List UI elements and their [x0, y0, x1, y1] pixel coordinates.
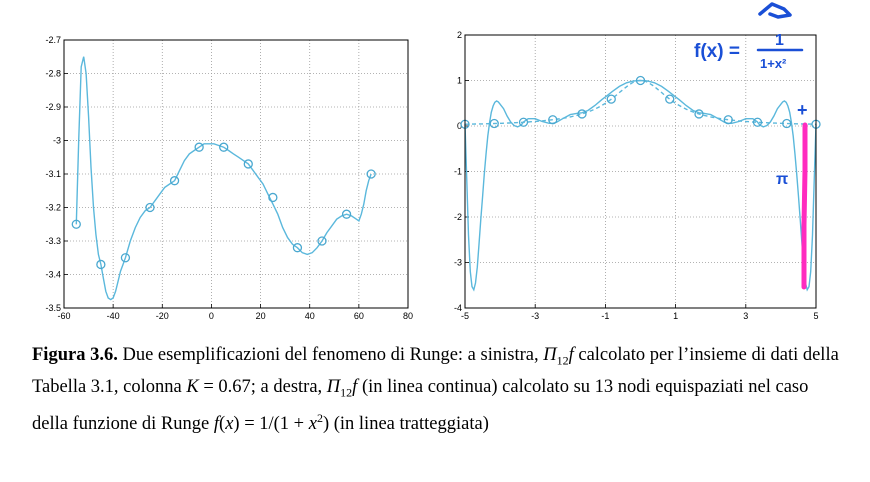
right-node-marker: [577, 109, 587, 119]
caption-x-1: x: [225, 414, 234, 435]
left-node-marker: [145, 202, 155, 213]
pi-mark: π: [776, 171, 788, 188]
right-x-tick-label: -1: [601, 311, 609, 321]
right-y-tick-label: 2: [457, 30, 462, 40]
left-interpolant-line: [75, 56, 372, 301]
left-y-tick-label: -3.5: [45, 303, 61, 313]
left-x-tick-label: -20: [156, 311, 169, 321]
right-x-tick-label: 5: [813, 311, 818, 321]
equation-lhs: f(x) =: [694, 41, 740, 62]
caption-f-1: f: [568, 345, 574, 365]
left-node-marker: [96, 259, 106, 270]
left-y-tick-label: -3.1: [45, 169, 61, 179]
equation-numerator: 1: [775, 32, 784, 49]
left-y-tick-label: -3: [53, 136, 61, 146]
right-runge-function-line: [464, 79, 817, 125]
left-axes-frame: [63, 39, 409, 309]
left-y-tick-label: -2.9: [45, 102, 61, 112]
caption-sub-1: 12: [556, 353, 569, 368]
caption-sub-2: 12: [340, 385, 353, 400]
right-y-tick-label: -1: [454, 167, 462, 177]
left-node-marker: [194, 142, 204, 152]
right-x-tick-label: -3: [531, 311, 539, 321]
figure-caption: Figura 3.6. Due esemplificazioni del fen…: [32, 342, 840, 438]
caption-k: K: [186, 376, 199, 397]
right-node-marker: [694, 109, 704, 119]
right-node-marker: [606, 94, 616, 104]
equation-denominator: 1+x²: [760, 56, 787, 71]
right-node-marker: [548, 115, 558, 125]
caption-text-2: calcolato per l’insieme di dati della Ta…: [32, 345, 839, 397]
right-x-tick-label: 1: [673, 311, 678, 321]
caption-exponent: 2: [316, 411, 323, 426]
right-interpolant-line: [464, 79, 817, 292]
left-node-marker: [341, 209, 352, 219]
caption-f-3: f: [213, 414, 220, 435]
caption-text-5: (: [219, 414, 226, 435]
handwritten-annotations: f(x) = 1 1+x² + π: [694, 2, 808, 290]
right-y-tick-label: -2: [454, 212, 462, 222]
left-node-marker: [71, 219, 81, 229]
right-y-tick-label: -3: [454, 258, 462, 268]
right-node-marker: [723, 115, 733, 125]
left-y-tick-label: -3.4: [45, 270, 61, 280]
left-node-marker: [169, 176, 180, 186]
caption-pi-1: Π: [543, 345, 557, 365]
right-x-tick-label: -5: [461, 311, 469, 321]
left-x-tick-label: 80: [403, 311, 413, 321]
right-node-marker: [518, 117, 529, 127]
left-node-marker: [366, 169, 376, 179]
right-axes-frame: [464, 34, 817, 309]
magenta-highlight: [801, 122, 808, 290]
plus-mark: +: [797, 100, 808, 120]
left-chart: -60 -40 -20 0 20 40 60 80 -2.7 -2.8 -2.9 -3 -3.1 -3.2…: [45, 35, 413, 321]
right-x-tick-label: 3: [743, 311, 748, 321]
left-x-tick-label: 0: [209, 311, 214, 321]
left-node-marker: [243, 159, 253, 169]
caption-text-4: (in linea continua) calcolato su 13 nodi…: [32, 376, 809, 435]
caption-f-2: f: [352, 376, 358, 397]
left-y-tick-label: -3.3: [45, 236, 61, 246]
right-node-marker: [752, 117, 763, 127]
left-x-tick-label: 20: [256, 311, 266, 321]
left-x-tick-label: -40: [107, 311, 120, 321]
left-node-marker: [268, 192, 278, 203]
left-node-marker: [292, 243, 303, 253]
left-x-tick-label: 40: [305, 311, 315, 321]
caption-x-2: x: [308, 414, 317, 435]
right-y-tick-label: 1: [457, 76, 462, 86]
caption-text-3: = 0.67; a destra,: [198, 376, 327, 397]
right-node-marker: [489, 118, 499, 129]
caption-pi-2: Π: [326, 376, 341, 397]
caption-label: Figura 3.6.: [32, 345, 118, 365]
figure-canvas: -60 -40 -20 0 20 40 60 80-2.7-2.8-2.9-3-3.1-3.2…: [45, 2, 821, 321]
left-node-marker: [317, 236, 327, 246]
left-x-tick-label: -60: [57, 311, 70, 321]
left-y-tick-label: -2.7: [45, 35, 61, 45]
left-x-tick-label: 60: [354, 311, 364, 321]
right-node-marker: [782, 118, 792, 129]
right-node-marker: [635, 75, 646, 86]
left-node-marker: [120, 253, 131, 263]
caption-text-6: ) = 1/(1 +: [233, 414, 309, 435]
right-chart: -5 -3 -1 1 3 5 2 1 0 -1 -2 -3 -4: [454, 30, 821, 321]
right-y-tick-label: 0: [457, 121, 462, 131]
caption-text-1: Due esemplificazioni del fenomeno di Run…: [117, 345, 544, 365]
right-node-marker: [665, 94, 675, 104]
scribble-mark: [758, 2, 792, 19]
left-node-marker: [219, 142, 229, 152]
caption-text-7: ) (in linea tratteggiata): [322, 414, 489, 435]
left-y-tick-label: -3.2: [45, 203, 61, 213]
left-y-tick-label: -2.8: [45, 69, 61, 79]
right-y-tick-label: -4: [454, 303, 462, 313]
